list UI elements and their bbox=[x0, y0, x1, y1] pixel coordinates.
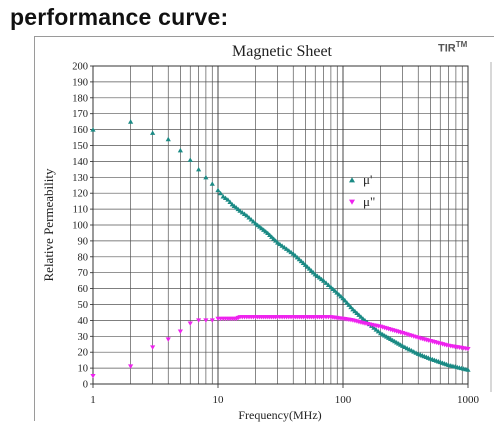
series-2-point bbox=[196, 318, 202, 323]
y-tick-label: 110 bbox=[73, 205, 88, 216]
frame-edge bbox=[490, 62, 492, 392]
series-1-point bbox=[165, 136, 171, 142]
y-tick-label: 30 bbox=[78, 332, 89, 343]
y-axis-label: Relative Permeability bbox=[41, 168, 56, 281]
y-tick-label: 130 bbox=[72, 173, 88, 184]
y-tick-label: 90 bbox=[78, 236, 89, 247]
series-1-point bbox=[244, 213, 250, 218]
series-1-point bbox=[348, 304, 354, 310]
series-2-point bbox=[165, 337, 171, 342]
series-1-point bbox=[344, 300, 350, 305]
series-1-point bbox=[342, 298, 348, 303]
axis-layer: 0102030405060708090100110120130140150160… bbox=[72, 62, 479, 407]
series-2-point bbox=[203, 318, 209, 323]
x-tick-label: 1 bbox=[90, 394, 96, 406]
series-1-point bbox=[209, 181, 215, 186]
series-1-point bbox=[248, 217, 254, 222]
y-tick-label: 20 bbox=[78, 348, 89, 359]
legend: μ' μ" bbox=[349, 172, 375, 209]
y-tick-label: 0 bbox=[83, 380, 88, 391]
series-1-point bbox=[220, 194, 226, 199]
series-1-point bbox=[203, 174, 209, 180]
series-2-point bbox=[209, 318, 215, 323]
y-tick-label: 70 bbox=[78, 268, 89, 279]
series-1-point bbox=[177, 147, 183, 153]
series-1-point bbox=[90, 127, 96, 132]
trademark-mark: TM bbox=[455, 40, 468, 49]
chart-title: Magnetic Sheet bbox=[232, 43, 333, 60]
series-2-point bbox=[177, 329, 183, 334]
series-1-point bbox=[215, 187, 221, 193]
series-1-point bbox=[373, 327, 379, 332]
series-1-point bbox=[465, 367, 471, 372]
series-2-point bbox=[150, 345, 156, 350]
series-1-point bbox=[325, 282, 332, 287]
series-1-point bbox=[375, 328, 381, 334]
y-tick-label: 200 bbox=[72, 62, 88, 73]
series-1-point bbox=[323, 280, 329, 285]
y-tick-label: 50 bbox=[78, 300, 89, 311]
y-tick-label: 140 bbox=[72, 157, 88, 168]
y-tick-label: 80 bbox=[78, 252, 89, 263]
y-tick-label: 40 bbox=[78, 316, 89, 327]
legend-marker-2 bbox=[349, 199, 355, 205]
series-layer bbox=[90, 119, 471, 379]
series-2-point bbox=[187, 321, 193, 326]
plot-border bbox=[92, 65, 469, 385]
series-1-point bbox=[128, 119, 134, 124]
legend-label-2: μ" bbox=[363, 194, 375, 209]
series-1-point bbox=[187, 157, 193, 162]
page-heading: performance curve: bbox=[10, 4, 229, 30]
series-1-point bbox=[250, 219, 257, 224]
y-tick-label: 60 bbox=[78, 284, 89, 295]
series-1-point bbox=[225, 197, 231, 202]
series-2-point bbox=[465, 346, 471, 352]
series-1-point bbox=[227, 199, 233, 205]
series-1-point bbox=[321, 278, 327, 283]
brand-name: TIR bbox=[438, 42, 456, 55]
legend-label-1: μ' bbox=[363, 172, 372, 187]
x-tick-label: 1000 bbox=[457, 394, 480, 406]
y-tick-label: 10 bbox=[78, 364, 89, 375]
series-2-point bbox=[128, 364, 134, 369]
y-tick-label: 190 bbox=[72, 77, 88, 88]
series-1-point bbox=[196, 167, 202, 172]
y-tick-label: 170 bbox=[72, 109, 88, 120]
grid-layer bbox=[92, 65, 469, 385]
brand-logo: TIRTM bbox=[438, 40, 467, 55]
y-tick-label: 120 bbox=[72, 189, 88, 200]
x-tick-label: 100 bbox=[335, 394, 352, 406]
series-1-point bbox=[217, 190, 224, 196]
chart-frame bbox=[34, 36, 494, 421]
y-tick-label: 160 bbox=[72, 125, 88, 136]
series-1-point bbox=[346, 302, 352, 307]
series-1-point bbox=[222, 195, 229, 201]
series-1-point bbox=[246, 215, 252, 220]
x-axis-label: Frequency(MHz) bbox=[238, 408, 321, 422]
series-2-point bbox=[90, 373, 96, 379]
series-1-point bbox=[340, 295, 346, 301]
x-tick-label: 10 bbox=[213, 394, 225, 406]
series-1-point bbox=[150, 130, 156, 135]
y-tick-label: 150 bbox=[72, 141, 88, 152]
y-tick-label: 180 bbox=[72, 93, 88, 104]
y-tick-label: 100 bbox=[72, 221, 88, 232]
legend-marker-1 bbox=[349, 177, 355, 183]
